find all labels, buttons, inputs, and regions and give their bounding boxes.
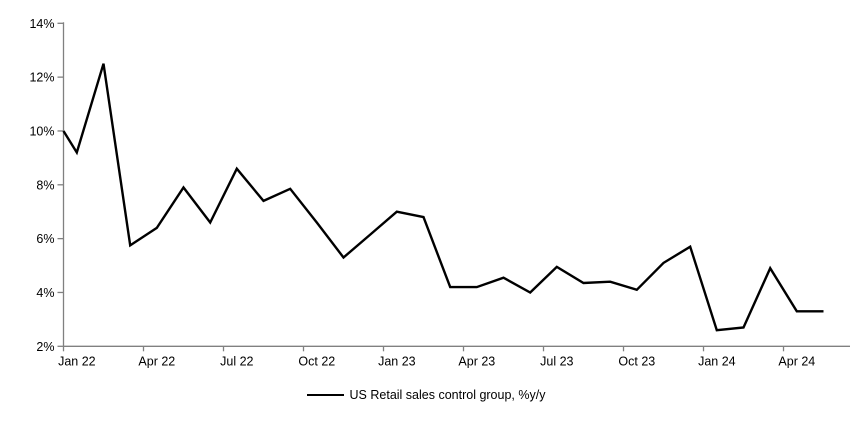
x-axis-tick-label: Jan 22	[58, 354, 96, 368]
y-axis-tick-label: 8%	[36, 178, 54, 192]
y-axis-tick-label: 10%	[29, 124, 54, 138]
x-axis-tick-label: Jan 24	[698, 354, 736, 368]
x-axis-tick-label: Apr 23	[458, 354, 495, 368]
legend-series-label: US Retail sales control group, %y/y	[349, 388, 546, 402]
x-axis-tick-label: Apr 24	[778, 354, 815, 368]
x-axis-tick-label: Oct 22	[298, 354, 335, 368]
y-axis-tick-label: 12%	[29, 71, 54, 85]
chart-legend: US Retail sales control group, %y/y	[0, 388, 852, 402]
series-line	[62, 63, 824, 332]
legend-line-swatch	[306, 394, 344, 396]
y-axis-tick-label: 14%	[29, 17, 54, 31]
x-axis-tick-label: Jul 23	[540, 354, 573, 368]
x-axis-tick-label: Jul 22	[220, 354, 253, 368]
retail-sales-line-chart: 2% 4% 6% 8% 10% 12% 14% Jan 22 Apr 22 Jul 22 Oct 2…	[29, 17, 850, 368]
y-axis-tick-label: 6%	[36, 232, 54, 246]
x-axis-tick-label: Oct 23	[618, 354, 655, 368]
y-axis-tick-label: 4%	[36, 286, 54, 300]
y-axis-tick-label: 2%	[36, 340, 54, 354]
x-axis-tick-label: Jan 23	[378, 354, 416, 368]
x-axis-tick-label: Apr 22	[138, 354, 175, 368]
